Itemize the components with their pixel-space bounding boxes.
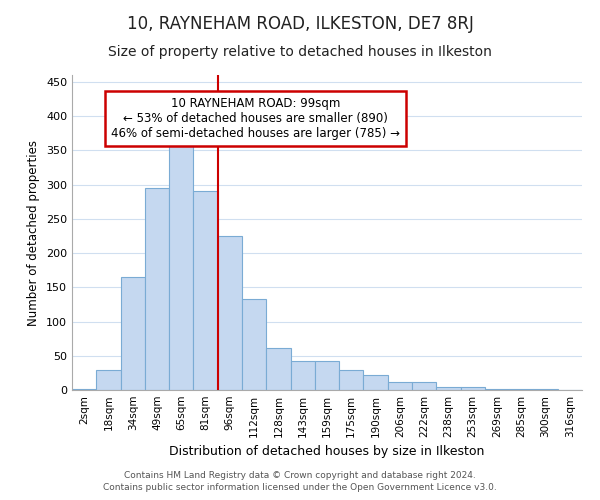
Bar xyxy=(242,299,266,390)
Bar xyxy=(121,277,145,390)
Text: Size of property relative to detached houses in Ilkeston: Size of property relative to detached ho… xyxy=(108,45,492,59)
Bar xyxy=(145,188,169,390)
Bar xyxy=(339,370,364,390)
Bar xyxy=(485,388,509,390)
Bar xyxy=(364,375,388,390)
Bar xyxy=(461,386,485,390)
Bar xyxy=(96,370,121,390)
Bar xyxy=(193,192,218,390)
Y-axis label: Number of detached properties: Number of detached properties xyxy=(28,140,40,326)
Text: 10, RAYNEHAM ROAD, ILKESTON, DE7 8RJ: 10, RAYNEHAM ROAD, ILKESTON, DE7 8RJ xyxy=(127,15,473,33)
Text: Contains HM Land Registry data © Crown copyright and database right 2024.
Contai: Contains HM Land Registry data © Crown c… xyxy=(103,471,497,492)
Bar xyxy=(290,360,315,390)
Bar xyxy=(266,348,290,390)
Bar xyxy=(436,386,461,390)
Bar xyxy=(169,136,193,390)
Bar xyxy=(388,382,412,390)
Text: 10 RAYNEHAM ROAD: 99sqm
← 53% of detached houses are smaller (890)
46% of semi-d: 10 RAYNEHAM ROAD: 99sqm ← 53% of detache… xyxy=(111,97,400,140)
Bar xyxy=(315,360,339,390)
X-axis label: Distribution of detached houses by size in Ilkeston: Distribution of detached houses by size … xyxy=(169,446,485,458)
Bar xyxy=(218,236,242,390)
Bar xyxy=(412,382,436,390)
